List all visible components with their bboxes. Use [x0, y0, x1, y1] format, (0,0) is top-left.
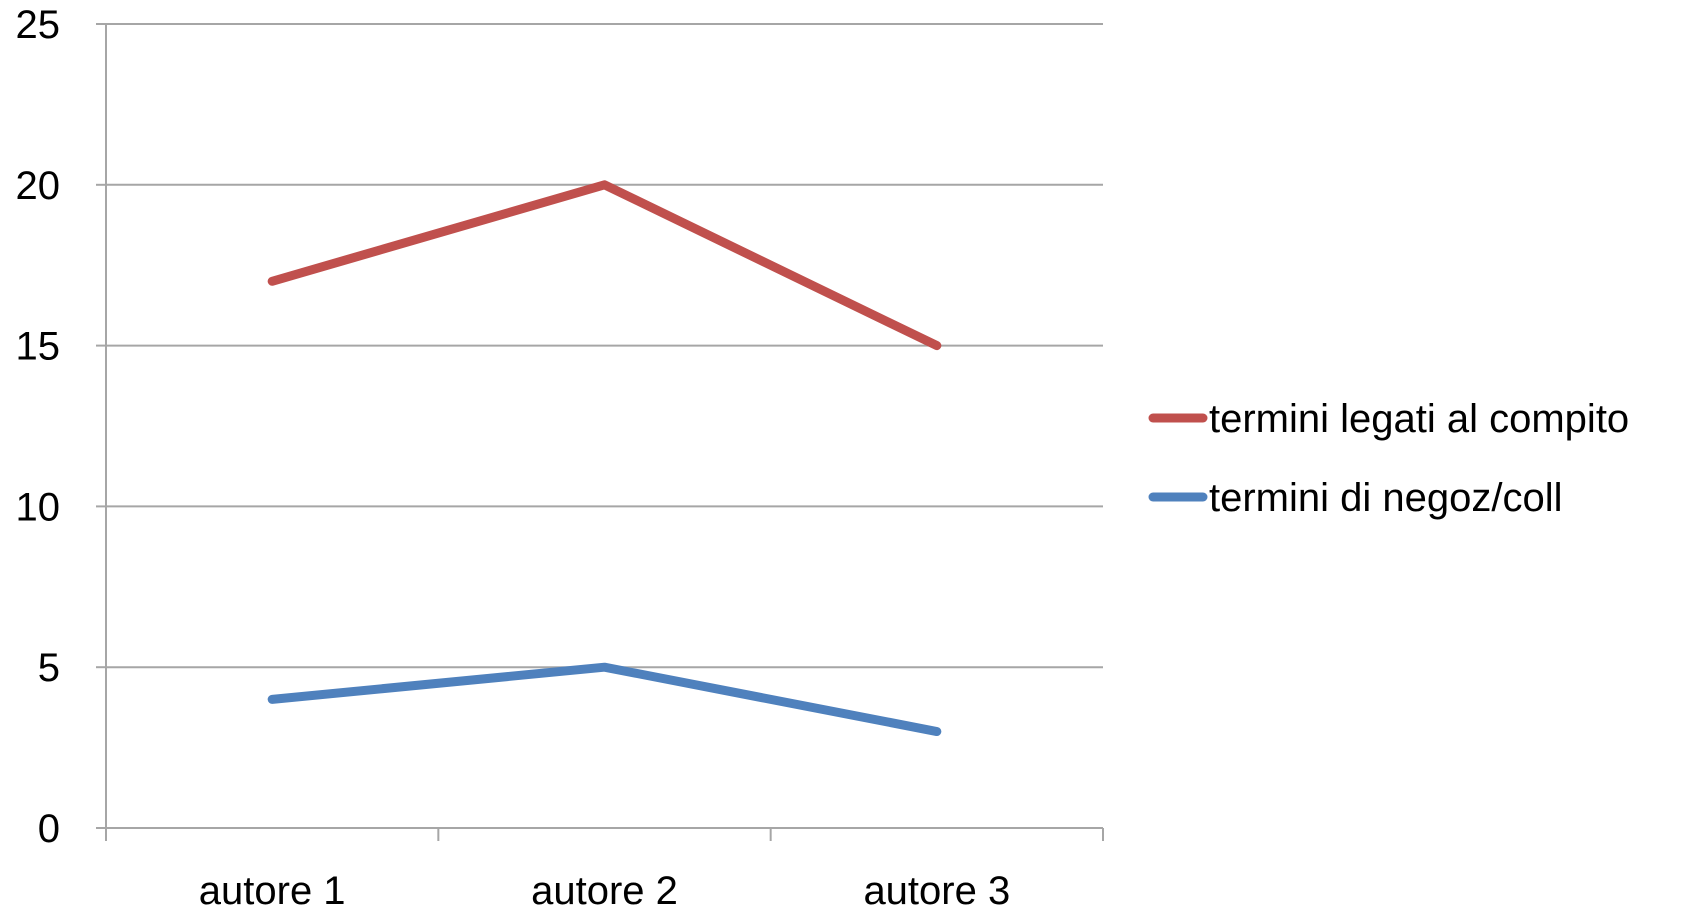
series-line-1	[267, 180, 942, 351]
y-tick-labels: 0 5 10 15 20 25	[16, 3, 106, 851]
x-tick-label: autore 3	[863, 869, 1010, 910]
x-tick-labels: autore 1 autore 2 autore 3	[105, 828, 1104, 910]
series-lines	[267, 180, 942, 737]
y-tick-label: 15	[16, 325, 61, 369]
y-tick-label: 5	[38, 646, 60, 690]
series-line-2	[267, 662, 942, 737]
legend-label-1: termini legati al compito	[1209, 397, 1629, 441]
y-tick-label: 0	[38, 807, 60, 851]
legend: termini legati al compito termini di nego…	[1148, 397, 1629, 520]
gridlines	[106, 23, 1103, 669]
legend-label-2: termini di negoz/coll	[1209, 476, 1563, 520]
y-tick-label: 20	[16, 164, 61, 208]
axes	[105, 24, 1103, 829]
y-tick-label: 25	[16, 3, 61, 47]
x-tick-label: autore 1	[199, 869, 346, 910]
x-tick-label: autore 2	[531, 869, 678, 910]
y-tick-label: 10	[16, 485, 61, 529]
